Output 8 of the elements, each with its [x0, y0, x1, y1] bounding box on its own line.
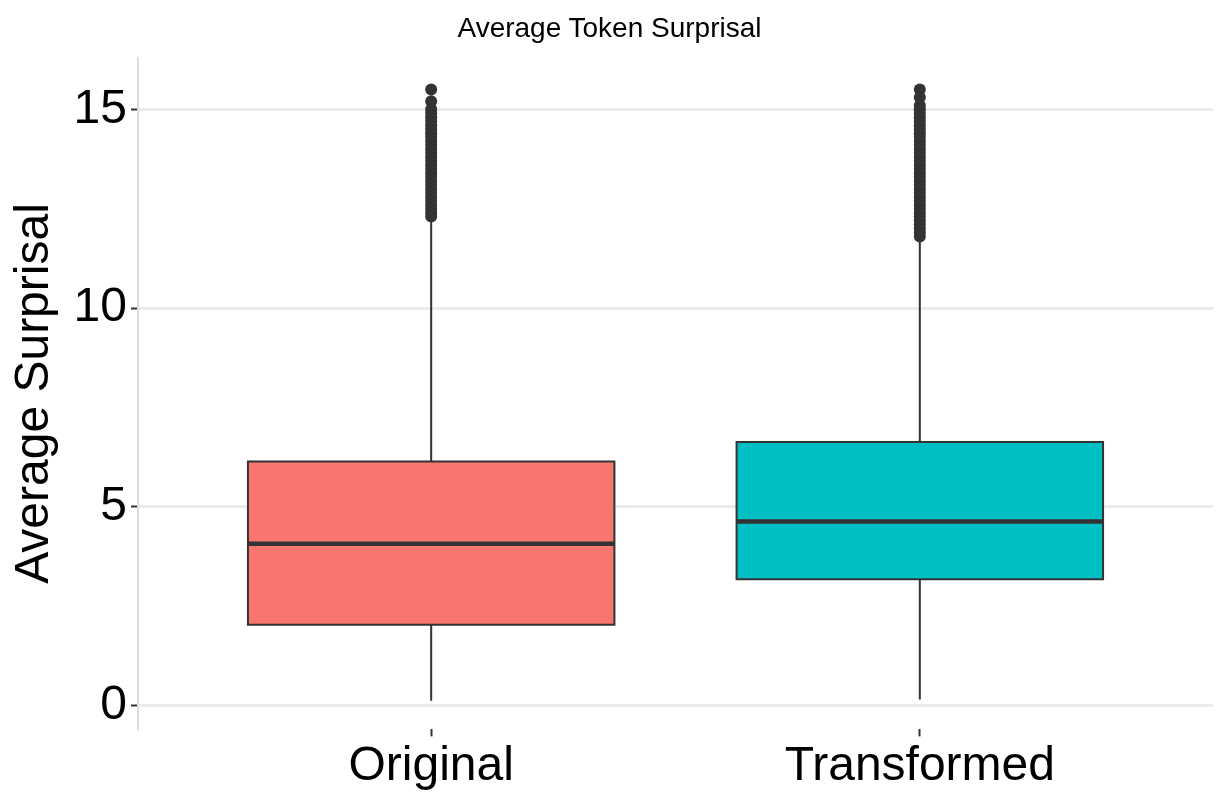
x-tick-label: Transformed: [784, 737, 1055, 791]
y-tick-label: 15: [73, 79, 127, 133]
y-axis-title: Average Surprisal: [5, 203, 59, 584]
y-tick-label: 10: [73, 278, 127, 332]
y-tick-label: 0: [100, 675, 127, 729]
y-tick-label: 5: [100, 477, 127, 531]
chart-title: Average Token Surprisal: [457, 11, 762, 43]
x-tick-label: Original: [348, 737, 514, 791]
